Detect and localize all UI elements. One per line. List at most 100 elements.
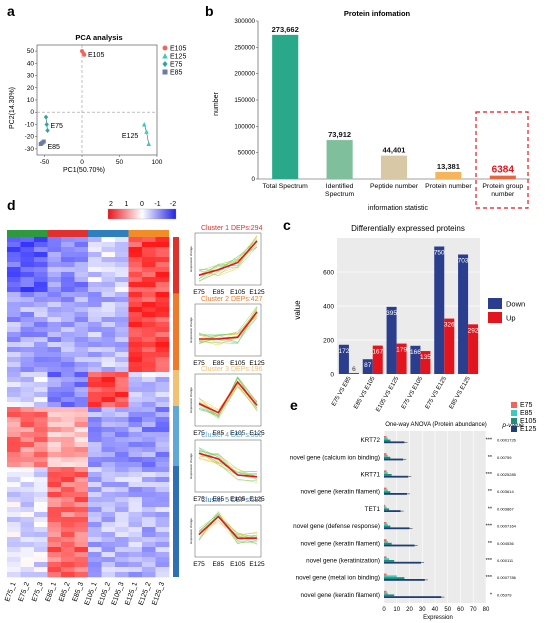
heatmap-cell (155, 487, 170, 493)
heatmap-cell (7, 357, 21, 363)
heatmap-cell (128, 452, 143, 458)
heatmap-cell (101, 242, 116, 248)
heatmap-cell (88, 507, 102, 513)
pca-point (44, 121, 49, 127)
heatmap-cell (115, 517, 129, 523)
heatmap-cell (7, 567, 21, 573)
anova-xtick-label: 10 (393, 607, 400, 613)
heatmap-cell (47, 507, 62, 513)
heatmap-cell (7, 352, 21, 358)
heatmap-cell (101, 402, 116, 408)
heatmap-cell (115, 547, 129, 553)
deps-bar (362, 359, 373, 374)
heatmap-cell (47, 287, 62, 293)
heatmap-cell (20, 552, 35, 558)
heatmap-cell (7, 382, 21, 388)
heatmap-cell (155, 262, 170, 268)
heatmap-cell (142, 267, 156, 273)
heatmap-cell (101, 247, 116, 253)
anova-bar (384, 539, 387, 541)
pca-point-label: E85 (48, 144, 61, 151)
heatmap-cell (20, 287, 35, 293)
heatmap-cell (142, 317, 156, 323)
heatmap-cell (101, 567, 116, 573)
heatmap-cell (155, 427, 170, 433)
heatmap-cell (74, 297, 89, 303)
heatmap-cell (34, 237, 48, 243)
heatmap-cell (101, 492, 116, 498)
protein-info-value-label: 13,381 (437, 162, 460, 171)
heatmap-cell (7, 482, 21, 488)
heatmap-cell (7, 237, 21, 243)
protein-info-ytick-label: 250000 (234, 44, 255, 51)
heatmap-cell (128, 252, 143, 258)
heatmap-cell (20, 292, 35, 298)
heatmap-cell (61, 307, 75, 313)
protein-info-ylabel: number (213, 91, 220, 115)
heatmap-cell (88, 517, 102, 523)
heatmap-cell (34, 357, 48, 363)
heatmap-cell (88, 362, 102, 368)
cluster-trend-line (198, 239, 258, 282)
heatmap-cell (88, 427, 102, 433)
heatmap-cell (20, 357, 35, 363)
heatmap-cell (128, 377, 143, 383)
heatmap-column-label: E85_2 (58, 581, 72, 603)
protein-info-ytick-label: 200000 (234, 71, 255, 78)
heatmap-cell (61, 272, 75, 278)
pca-point (141, 121, 147, 127)
pca-legend-label: E105 (170, 46, 186, 53)
anova-pvalue: 0.0001726 (497, 438, 517, 443)
cluster-title: Cluster 4 DEPs:330 (201, 432, 263, 439)
heatmap-cell (20, 312, 35, 318)
heatmap-cell (115, 557, 129, 563)
heatmap-cell (101, 412, 116, 418)
heatmap-cell (88, 567, 102, 573)
heatmap-cell (61, 392, 75, 398)
cluster-trend-line (198, 239, 258, 275)
heatmap-column-label: E125_3 (151, 581, 166, 606)
heatmap-cell (7, 267, 21, 273)
deps-ytick-label: 600 (323, 270, 334, 277)
heatmap-cell (74, 402, 89, 408)
heatmap-cell (88, 492, 102, 498)
anova-xtick-label: 20 (406, 607, 413, 613)
heatmap-column-label: E125_2 (138, 581, 153, 606)
heatmap-cell (115, 487, 129, 493)
heatmap-cell (47, 492, 62, 498)
heatmap-cell (7, 247, 21, 253)
heatmap-cell (115, 472, 129, 478)
pca-legend-marker (162, 69, 168, 75)
heatmap-cell (88, 572, 102, 578)
heatmap-cell (74, 522, 89, 528)
protein-info-value-label: 273,662 (272, 25, 299, 34)
heatmap-cell (142, 377, 156, 383)
anova-bar (384, 558, 390, 560)
heatmap-cell (128, 497, 143, 503)
heatmap-cell (88, 327, 102, 333)
heatmap-cell (74, 557, 89, 563)
protein-info-ytick-label: 300000 (234, 18, 255, 25)
heatmap-cell (47, 487, 62, 493)
heatmap-cell (74, 497, 89, 503)
anova-bar (384, 436, 387, 438)
heatmap-cell (155, 517, 170, 523)
heatmap-cell (155, 572, 170, 578)
heatmap-cell (20, 537, 35, 543)
cluster-trend-line (198, 514, 258, 541)
heatmap-cell (20, 437, 35, 443)
heatmap-cell (34, 522, 48, 528)
heatmap-cell (142, 292, 156, 298)
heatmap-cell (20, 237, 35, 243)
anova-bar (384, 470, 387, 473)
heatmap-cell (128, 502, 143, 508)
heatmap-cell (7, 347, 21, 353)
anova-category-label: TET1 (365, 506, 381, 513)
heatmap-cell (115, 467, 129, 473)
heatmap-cell (155, 252, 170, 258)
heatmap-cell (88, 552, 102, 558)
heatmap-cell (74, 342, 89, 348)
heatmap-cell (88, 307, 102, 313)
cluster-ylabel: Expression change (189, 518, 193, 544)
heatmap-cell (74, 327, 89, 333)
